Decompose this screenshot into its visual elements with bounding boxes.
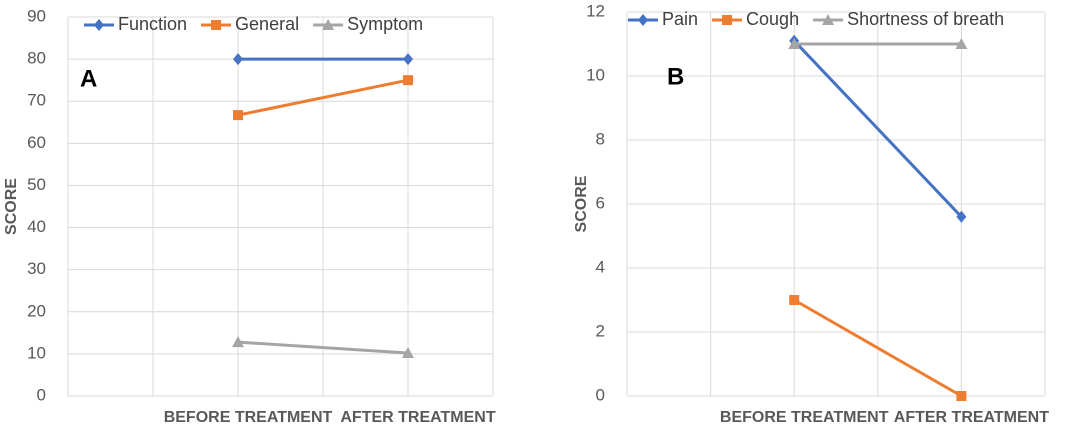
y-tick-label: 90 <box>27 6 46 25</box>
x-tick-label: BEFORE TREATMENT <box>720 409 889 426</box>
y-tick-label: 20 <box>27 301 46 320</box>
legend-label: General <box>235 14 299 34</box>
y-axis-title: SCORE <box>3 178 20 235</box>
y-tick-label: 70 <box>27 91 46 110</box>
y-tick-label: 50 <box>27 175 46 194</box>
y-tick-label: 12 <box>586 1 605 20</box>
marker <box>822 14 835 25</box>
marker <box>94 19 104 31</box>
series-line <box>237 78 409 117</box>
marker <box>233 53 243 66</box>
panel-label: B <box>667 63 684 90</box>
y-tick-label: 10 <box>586 65 605 84</box>
y-tick-label: 30 <box>27 259 46 278</box>
y-tick-label: 4 <box>596 257 605 276</box>
y-tick-label: 2 <box>596 321 605 340</box>
marker <box>403 75 413 86</box>
marker <box>233 110 243 121</box>
marker <box>232 336 244 348</box>
x-tick-label: BEFORE TREATMENT <box>164 409 333 426</box>
marker <box>789 295 800 305</box>
marker <box>638 14 648 26</box>
legend-label: Shortness of breath <box>847 9 1004 29</box>
marker <box>956 210 967 223</box>
y-tick-label: 0 <box>596 385 605 404</box>
series-line <box>237 340 409 355</box>
marker <box>322 19 335 30</box>
panel-label: A <box>80 65 97 92</box>
x-tick-label: AFTER TREATMENT <box>894 409 1049 426</box>
series-line <box>793 298 963 398</box>
y-tick-label: 40 <box>27 217 46 236</box>
y-tick-label: 8 <box>596 129 605 148</box>
y-tick-label: 0 <box>37 385 46 404</box>
marker <box>211 20 222 30</box>
legend-label: Symptom <box>347 14 423 34</box>
y-tick-label: 6 <box>596 193 605 212</box>
y-axis-title: SCORE <box>573 175 590 232</box>
marker <box>955 38 968 49</box>
marker <box>788 38 801 49</box>
legend-label: Cough <box>746 9 799 29</box>
marker <box>956 391 967 401</box>
marker <box>403 53 413 66</box>
marker <box>402 347 414 359</box>
series-line <box>793 39 963 218</box>
y-tick-label: 80 <box>27 49 46 68</box>
legend-label: Pain <box>662 9 698 29</box>
y-tick-label: 60 <box>27 133 46 152</box>
legend-label: Function <box>118 14 187 34</box>
y-tick-label: 10 <box>27 343 46 362</box>
x-tick-label: AFTER TREATMENT <box>340 409 495 426</box>
marker <box>722 15 733 25</box>
